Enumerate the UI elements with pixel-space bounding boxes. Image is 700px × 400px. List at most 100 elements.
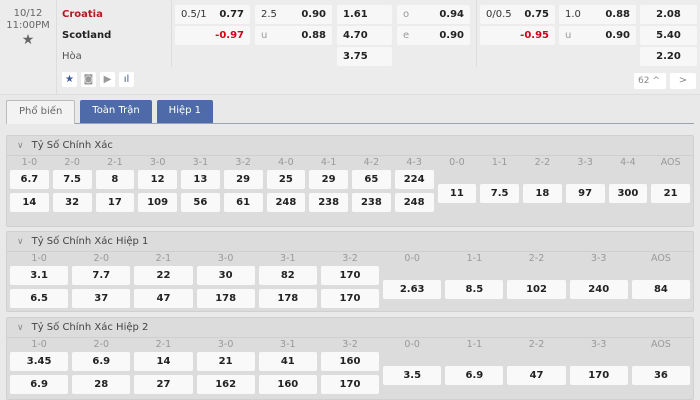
odds-cell[interactable]: 160 [320,352,380,371]
more-markets-button[interactable]: 62 ^ [634,73,666,89]
odds-cell[interactable]: 238 [309,193,348,212]
odd: 0.88 [605,9,630,20]
section-header[interactable]: ∨ Tỷ Số Chính Xác [7,136,693,156]
odds-cell[interactable]: 240 [569,279,628,299]
odds-cell[interactable]: 47 [134,289,193,308]
odds-cell[interactable]: 2.63 [383,279,442,299]
chevron-down-icon[interactable]: ∨ [17,323,24,333]
odds-cell[interactable]: 178 [196,289,255,308]
odds-cell[interactable]: 21 [651,183,690,203]
odds-cell[interactable]: 47 [507,365,566,385]
tab-popular[interactable]: Phổ biến [6,100,76,124]
ft-odd[interactable]: o 0.94 [397,5,470,24]
odds-cell[interactable]: 3.45 [10,352,69,371]
ft-over[interactable]: 2.5 0.90 [255,5,332,24]
odds-cell[interactable]: 7.5 [52,170,92,189]
chevron-down-icon[interactable]: ∨ [17,237,24,247]
odds-cell[interactable]: 6.5 [10,289,69,308]
odds-cell[interactable]: 21 [196,352,255,371]
odds-cell[interactable]: 8.5 [445,279,504,299]
odds-cell[interactable]: 97 [565,183,605,203]
odds-cell[interactable]: 102 [507,279,566,299]
score-label: 1-1 [466,339,483,350]
odds-cell[interactable]: 84 [631,279,690,299]
odds-cell[interactable]: 7.7 [72,266,131,285]
section-correct-score-h2: ∨ Tỷ Số Chính Xác Hiệp 2 1-0 3.45 6.9 2-0 6.9 2… [6,317,694,400]
odds-cell[interactable]: 170 [320,375,380,394]
section-correct-score-h1: ∨ Tỷ Số Chính Xác Hiệp 1 1-0 3.1 6.5 2-0 7.7 37… [6,231,694,312]
h1-handicap-home[interactable]: 0/0.5 0.75 [480,5,555,24]
odds-cell[interactable]: 8 [95,170,135,189]
ft-1x2-draw[interactable]: 3.75 [337,47,392,66]
odds-cell[interactable]: 248 [394,193,434,212]
odds-cell[interactable]: 28 [72,375,131,394]
odds-cell[interactable]: 170 [320,266,380,285]
section-header[interactable]: ∨ Tỷ Số Chính Xác Hiệp 2 [7,318,693,338]
jersey-icon[interactable]: ◙ [81,72,96,87]
score-label: 4-0 [278,157,294,168]
odds-cell[interactable]: 14 [10,193,49,212]
odds-cell[interactable]: 170 [320,289,380,308]
odds-cell[interactable]: 27 [134,375,193,394]
odds-cell[interactable]: 11 [437,183,477,203]
odds-cell[interactable]: 30 [196,266,255,285]
h1-under[interactable]: u 0.90 [559,26,636,45]
ft-1x2-home[interactable]: 1.61 [337,5,392,24]
odds-cell[interactable]: 29 [309,170,348,189]
odds-cell[interactable]: 224 [394,170,434,189]
section-header[interactable]: ∨ Tỷ Số Chính Xác Hiệp 1 [7,232,693,252]
odds-cell[interactable]: 56 [181,193,220,212]
odds-cell[interactable]: 41 [258,352,317,371]
odds-cell[interactable]: 248 [266,193,306,212]
ft-even[interactable]: e 0.90 [397,26,470,45]
odds-cell[interactable]: 61 [223,193,263,212]
score-label: 2-2 [528,253,545,264]
next-button[interactable]: > [670,73,696,89]
h1-1x2-home[interactable]: 2.08 [640,5,697,24]
odds-cell[interactable]: 36 [631,365,690,385]
odds-cell[interactable]: 6.9 [72,352,131,371]
ft-under[interactable]: u 0.88 [255,26,332,45]
odds-cell[interactable]: 29 [223,170,263,189]
favorite-star-icon[interactable]: ★ [62,72,77,87]
odds-cell[interactable]: 37 [72,289,131,308]
odds-cell[interactable]: 162 [196,375,255,394]
odds-cell[interactable]: 178 [258,289,317,308]
h1-1x2-draw[interactable]: 2.20 [640,47,697,66]
score-label: 3-2 [342,339,358,350]
odds-cell[interactable]: 17 [95,193,135,212]
odds-cell[interactable]: 32 [52,193,92,212]
h1-1x2-away[interactable]: 5.40 [640,26,697,45]
h1-over[interactable]: 1.0 0.88 [559,5,636,24]
odds-cell[interactable]: 170 [569,365,628,385]
odds-cell[interactable]: 82 [258,266,317,285]
odds-cell[interactable]: 12 [138,170,177,189]
ft-1x2-away[interactable]: 4.70 [337,26,392,45]
odds-cell[interactable]: 109 [138,193,177,212]
odds-cell[interactable]: 6.9 [445,365,504,385]
odds-cell[interactable]: 65 [352,170,391,189]
chevron-down-icon[interactable]: ∨ [17,141,24,151]
ft-handicap-away[interactable]: -0.97 [175,26,250,45]
odds-cell[interactable]: 3.1 [10,266,69,285]
odds-cell[interactable]: 300 [608,183,648,203]
odds-cell[interactable]: 6.9 [10,375,69,394]
odds-cell[interactable]: 7.5 [480,183,519,203]
odds-cell[interactable]: 13 [181,170,220,189]
score-label: 2-2 [534,157,551,168]
odds-cell[interactable]: 3.5 [383,365,442,385]
tab-first-half[interactable]: Hiệp 1 [156,100,214,123]
favorite-star-icon[interactable]: ★ [21,32,35,48]
play-icon[interactable]: ▶ [100,72,115,87]
odds-cell[interactable]: 238 [352,193,391,212]
odds-cell[interactable]: 6.7 [10,170,49,189]
odds-cell[interactable]: 160 [258,375,317,394]
odds-cell[interactable]: 18 [523,183,562,203]
tab-full-time[interactable]: Toàn Trận [80,100,152,123]
odds-cell[interactable]: 22 [134,266,193,285]
stats-icon[interactable]: ıl [119,72,134,87]
odds-cell[interactable]: 14 [134,352,193,371]
odds-cell[interactable]: 25 [266,170,306,189]
h1-handicap-away[interactable]: -0.95 [480,26,555,45]
ft-handicap-home[interactable]: 0.5/1 0.77 [175,5,250,24]
